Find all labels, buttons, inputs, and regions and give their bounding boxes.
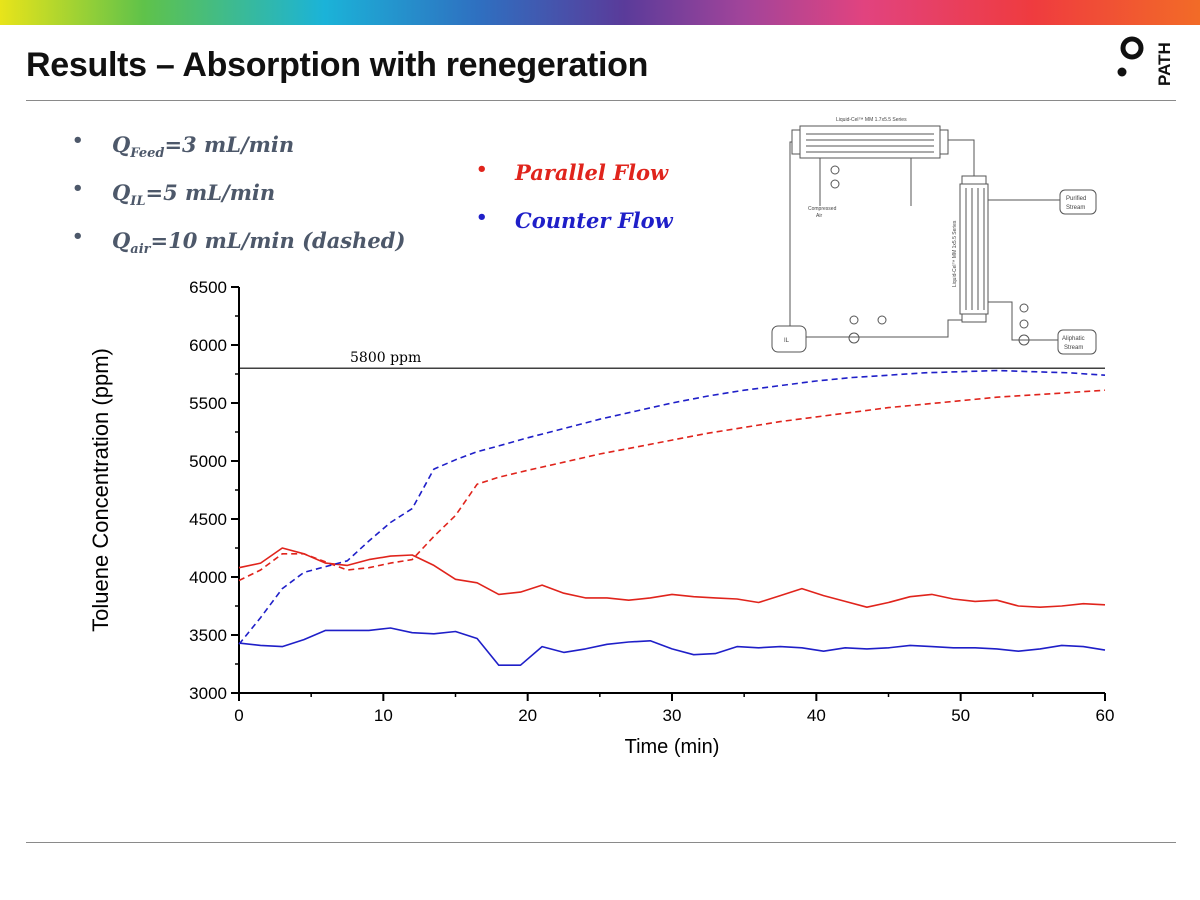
- y-axis-title: Toluene Concentration (ppm): [88, 348, 113, 632]
- side-module-top-cap: [961, 175, 987, 185]
- x-tick-label: 20: [518, 706, 537, 725]
- y-tick-label: 6000: [189, 336, 227, 355]
- bullet-air-flow: • Qair=10 mL/min (dashed): [68, 224, 508, 272]
- pump-icon: [1018, 334, 1030, 346]
- bullet-subscript: air: [130, 242, 151, 258]
- gauge-icon: [830, 165, 840, 175]
- bullet-dot: •: [72, 178, 84, 199]
- parameter-list: • QFeed=3 mL/min • QIL=5 mL/min • Qair=1…: [68, 128, 508, 272]
- legend-label: Counter Flow: [515, 208, 673, 233]
- purified-stream-label: Purified: [1066, 196, 1086, 202]
- legend-counter-flow: • Counter Flow: [472, 204, 732, 252]
- top-module-label: Liquid-Cel™ MM 1.7x5.5 Series: [836, 117, 907, 123]
- x-tick-label: 0: [234, 706, 243, 725]
- gauge-icon: [1019, 319, 1029, 329]
- top-module-left-cap: [791, 129, 801, 155]
- bullet-text: QIL=5 mL/min: [112, 180, 275, 209]
- reference-line-label: 5800 ppm: [350, 350, 421, 366]
- compressed-air-label: Compressed: [808, 206, 837, 212]
- bullet-value: =10 mL/min (dashed): [150, 228, 406, 253]
- y-tick-label: 5500: [189, 394, 227, 413]
- logo-large-circle: [1120, 36, 1144, 60]
- side-module-label: Liquid-Cel™ MM 1x5.5 Series: [952, 220, 958, 287]
- y-tick-label: 5000: [189, 452, 227, 471]
- purified-stream-vessel: [1059, 189, 1097, 215]
- aliphatic-stream-vessel: [1057, 329, 1097, 355]
- logo-text: PATH: [1155, 42, 1174, 86]
- pipe: [988, 301, 1058, 341]
- legend-label: Parallel Flow: [515, 160, 669, 185]
- pump-icon: [848, 332, 860, 344]
- bullet-value: =3 mL/min: [164, 132, 295, 157]
- page-title: Results – Absorption with renegeration: [26, 46, 649, 84]
- legend-parallel-flow: • Parallel Flow: [472, 156, 732, 204]
- gauge-icon: [877, 315, 887, 325]
- bullet-text: QFeed=3 mL/min: [112, 132, 294, 161]
- side-module-bottom-cap: [961, 313, 987, 323]
- flow-legend: • Parallel Flow • Counter Flow: [472, 156, 732, 252]
- top-module-right-cap: [939, 129, 949, 155]
- aliphatic-stream-label: Stream: [1064, 345, 1083, 351]
- bullet-il-flow: • QIL=5 mL/min: [68, 176, 508, 224]
- bullet-subscript: Feed: [130, 146, 165, 162]
- bullet-dot: •: [72, 130, 84, 151]
- bullet-feed-flow: • QFeed=3 mL/min: [68, 128, 508, 176]
- pipe: [806, 319, 962, 338]
- x-tick-label: 50: [951, 706, 970, 725]
- side-membrane-module: [959, 183, 989, 315]
- bullet-symbol: Q: [112, 180, 131, 205]
- logo-small-circle: [1117, 67, 1127, 77]
- pipe: [948, 139, 975, 176]
- y-tick-label: 6500: [189, 278, 227, 297]
- purified-stream-label: Stream: [1066, 205, 1085, 211]
- bullet-symbol: Q: [112, 228, 131, 253]
- parallel-flow-solid-line: [238, 547, 1106, 609]
- y-tick-label: 3500: [189, 626, 227, 645]
- bullet-text: Qair=10 mL/min (dashed): [112, 228, 405, 257]
- gauge-icon: [830, 179, 840, 189]
- aliphatic-stream-label: Aliphatic: [1062, 336, 1085, 342]
- x-tick-label: 10: [374, 706, 393, 725]
- legend-dot: •: [476, 159, 488, 180]
- title-divider: [26, 100, 1176, 101]
- counter-flow-solid-line: [238, 627, 1106, 667]
- il-tank-label: IL: [784, 338, 790, 344]
- pipe: [789, 141, 792, 332]
- legend-dot: •: [476, 207, 488, 228]
- parallel-flow-dashed-line: [238, 389, 1106, 582]
- bullet-subscript: IL: [130, 194, 146, 210]
- bullet-symbol: Q: [112, 132, 131, 157]
- x-tick-label: 60: [1096, 706, 1115, 725]
- gauge-icon: [1019, 303, 1029, 313]
- gauge-icon: [849, 315, 859, 325]
- rainbow-banner: [0, 0, 1200, 25]
- compressed-air-label: Air: [816, 213, 822, 219]
- bullet-dot: •: [72, 226, 84, 247]
- y-tick-label: 3000: [189, 684, 227, 703]
- path-logo: PATH: [1117, 36, 1174, 86]
- x-axis-title: Time (min): [625, 736, 720, 758]
- y-tick-label: 4500: [189, 510, 227, 529]
- y-tick-label: 4000: [189, 568, 227, 587]
- counter-flow-dashed-line: [238, 369, 1106, 645]
- top-membrane-module: [799, 125, 941, 159]
- footer-divider: [26, 842, 1176, 843]
- x-tick-label: 40: [807, 706, 826, 725]
- x-tick-label: 30: [663, 706, 682, 725]
- il-tank: [771, 325, 807, 353]
- bullet-value: =5 mL/min: [145, 180, 276, 205]
- process-flow-diagram: Liquid-Cel™ MM 1.7x5.5 Series Liquid-Cel…: [771, 117, 1097, 355]
